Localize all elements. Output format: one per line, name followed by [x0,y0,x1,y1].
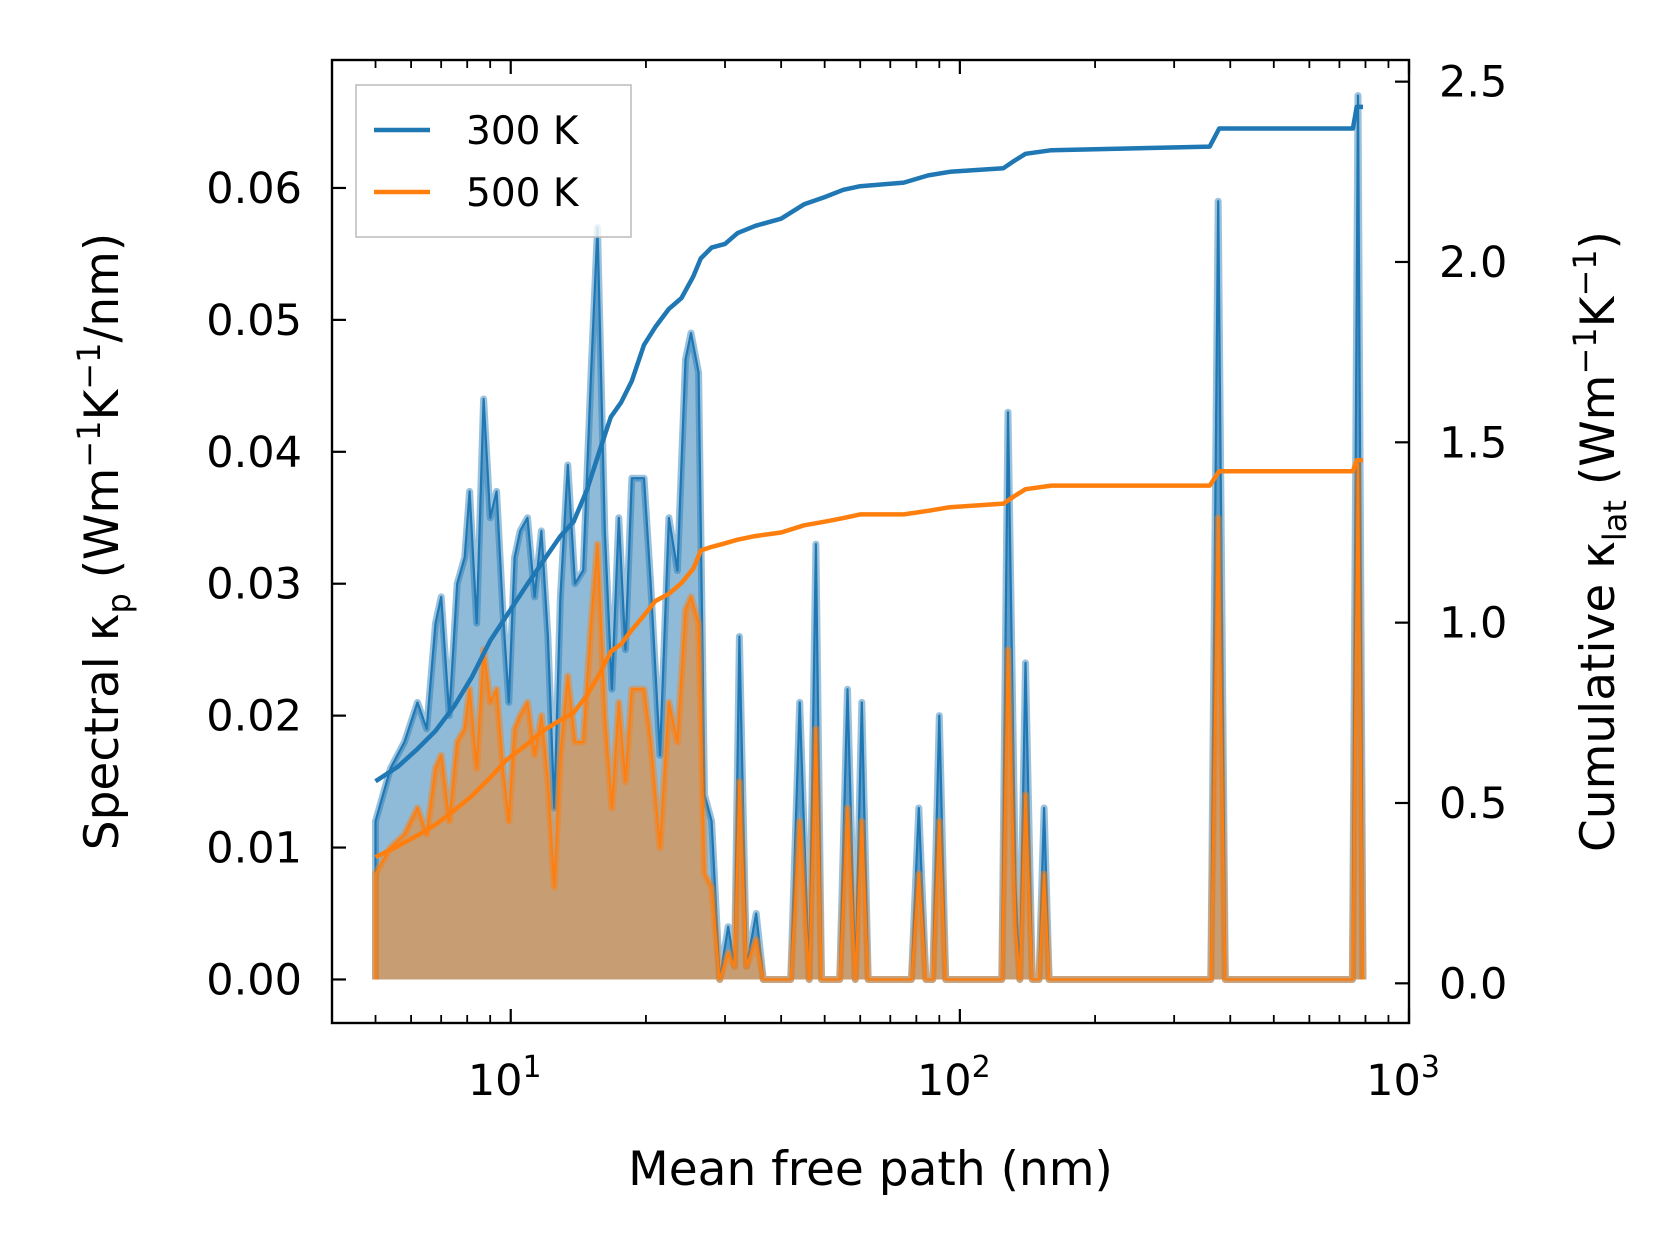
y-right-tick-label: 2.5 [1439,58,1507,108]
cumulative-line-1 [374,458,1363,860]
axes: 101 102 103 0.00 0.01 0.02 0.03 0.04 0.05 0.06 0.0… [70,58,1634,1197]
legend-label-0: 300 K [466,109,580,154]
legend-box [355,84,632,238]
legend: 300 K 500 K [355,84,632,238]
x-tick-label: 103 [1366,1050,1440,1106]
x-axis-title: Mean free path (nm) [628,1142,1113,1197]
x-tick-label: 102 [917,1050,991,1106]
y-left-tick-label: 0.04 [206,428,302,478]
legend-label-1: 500 K [466,171,580,216]
y-right-tick-label: 1.5 [1439,418,1507,468]
y-right-tick-label: 0.0 [1439,959,1507,1009]
y-left-tick-label: 0.03 [206,560,302,610]
y-right-tick-label: 0.5 [1439,779,1507,829]
y-left-tick-label: 0.02 [206,692,302,742]
y-left-tick-label: 0.05 [206,296,302,346]
y-left-tick-label: 0.06 [206,164,302,214]
cumulative-line-0 [374,104,1363,784]
plot-frame [330,58,1411,1025]
y-right-tick-label: 2.0 [1439,238,1507,288]
spectral-fill-1 [375,465,1363,980]
y-right-tick-label: 1.0 [1439,599,1507,649]
spectral-line-1 [374,463,1365,981]
y-right-axis-title: Cumulative κlat (Wm−1K−1) [1566,231,1634,852]
y-left-tick-label: 0.01 [206,824,302,874]
y-left-tick-label: 0.00 [206,955,302,1005]
plot-series-group [372,92,1367,983]
y-left-axis-title: Spectral κp (Wm−1K−1/nm) [70,233,138,850]
x-tick-label: 101 [468,1050,542,1106]
plot-area [372,92,1367,983]
